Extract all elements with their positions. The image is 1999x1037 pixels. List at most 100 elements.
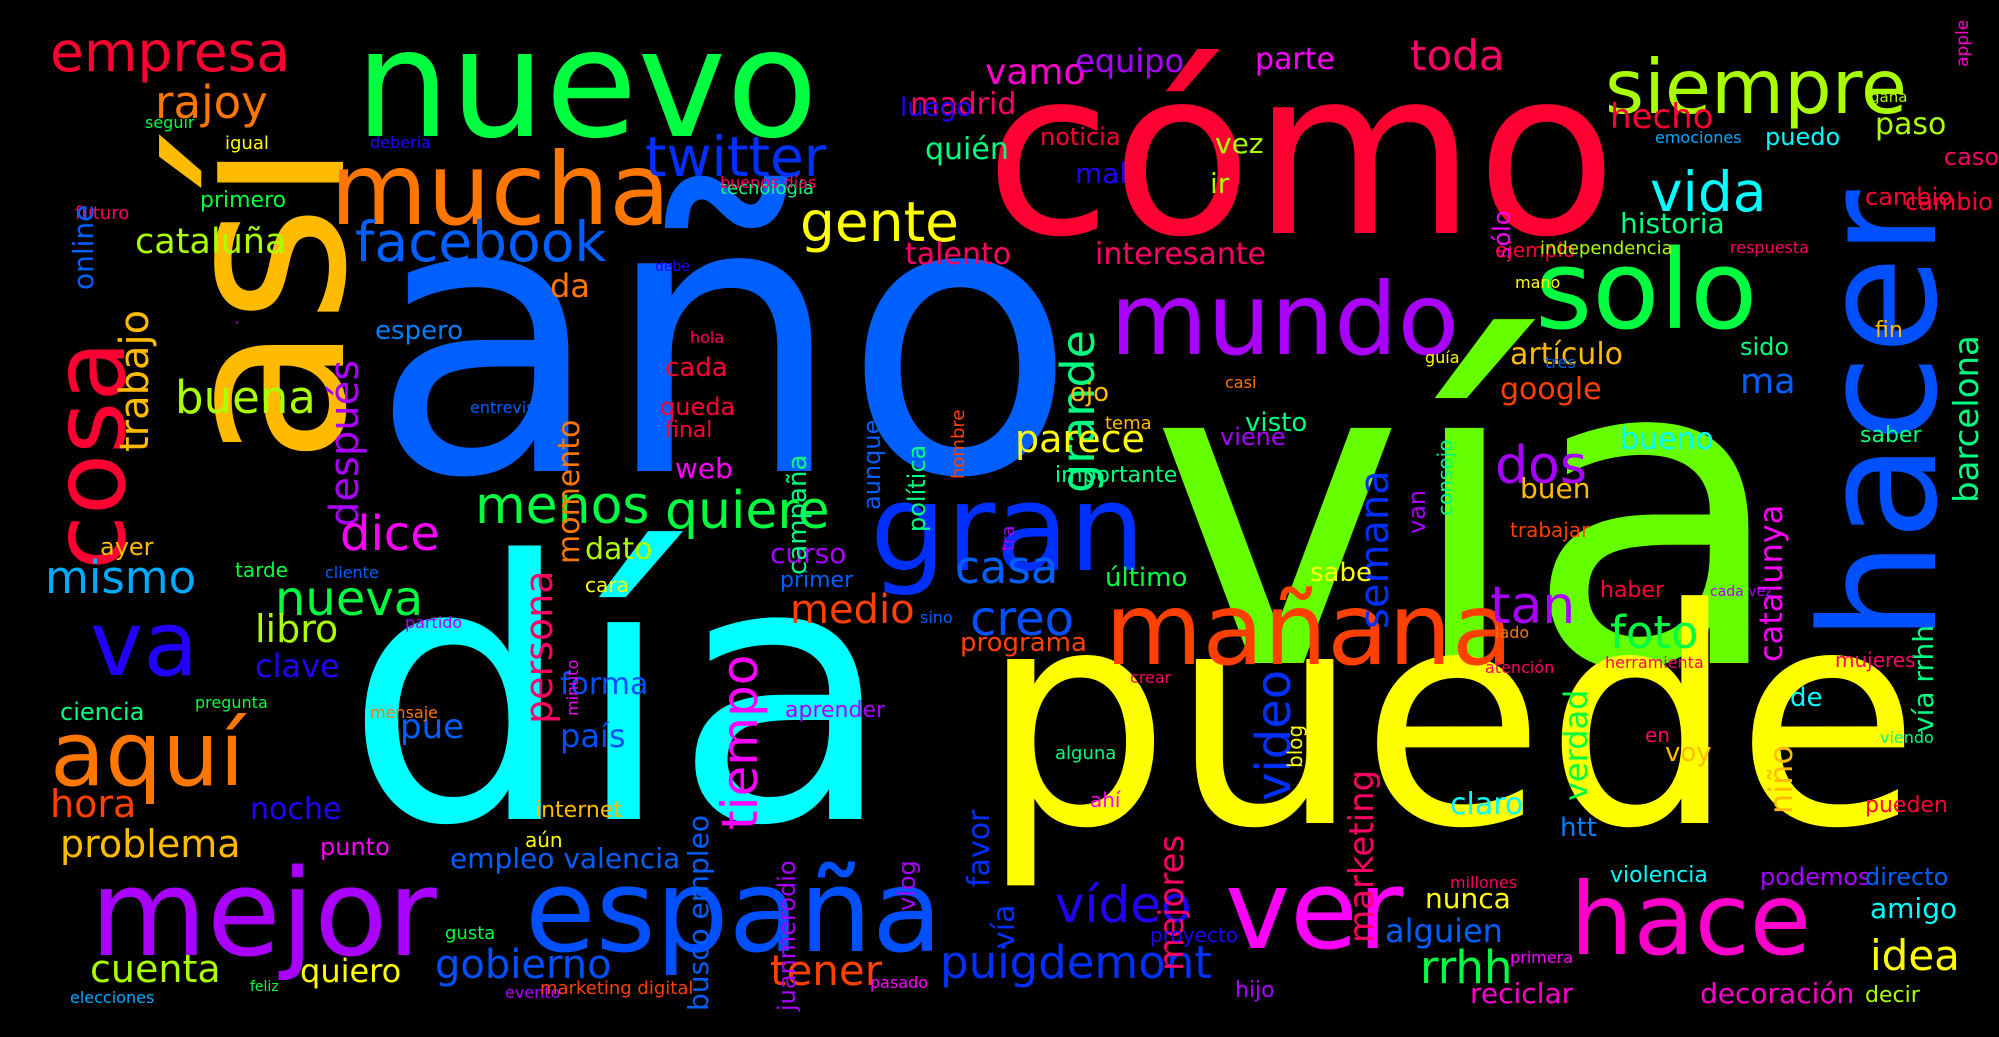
word-cloud-word: hombre [948,409,969,479]
word-cloud-word: independencia [1540,238,1673,259]
word-cloud-word: tener [770,946,883,995]
word-cloud-word: cataluña [135,222,287,262]
word-cloud-word: partido [405,613,463,632]
word-cloud-word: de [1790,683,1823,713]
word-cloud-word: sino [920,608,953,627]
word-cloud-word: gusta [445,923,496,944]
word-cloud-word: mensaje [370,703,438,722]
word-cloud-word: quiere [665,481,830,541]
word-cloud-word: amigo [1870,892,1958,925]
word-cloud-word: saber [1860,423,1922,448]
word-cloud-word: hola [690,328,725,347]
word-cloud-word: puede [980,545,1921,894]
word-cloud-word: vía [1150,265,1788,765]
word-cloud-word: pregunta [195,693,268,712]
word-cloud-word: da [550,267,590,305]
word-cloud-word: reciclar [1470,977,1574,1010]
word-cloud-word: luego [900,93,973,123]
word-cloud-word: twitter [645,125,827,189]
word-cloud-word: forma [560,667,649,702]
word-cloud-word: sido [1740,333,1790,361]
word-cloud-word: tema [1105,413,1152,434]
word-cloud-word: semana [1352,470,1398,629]
word-cloud-word: creo [970,591,1074,647]
word-cloud-word: pue [400,707,465,747]
word-cloud-word: aún [525,828,563,852]
word-cloud-word: consejo [1433,439,1457,516]
word-cloud-word: htt [1560,813,1597,843]
word-cloud-word: sabe [1310,558,1372,588]
word-cloud-word: millones [1450,873,1518,892]
word-cloud-word: gente [800,190,960,254]
word-cloud-word: herramienta [1605,653,1704,672]
word-cloud-word: empleo valencia [450,842,681,875]
word-cloud-word: final [665,418,713,443]
word-cloud-word: debería [370,133,431,152]
word-cloud-word: bueno [1620,422,1714,457]
word-cloud-word: hora [50,782,137,826]
word-cloud-word: año [370,118,1077,561]
word-cloud-word: vamo [985,52,1086,93]
word-cloud-word: nueva [275,571,424,627]
word-cloud-word: ver [1225,846,1403,974]
word-cloud-word: google [1500,372,1602,407]
word-cloud-word: aprender [785,698,886,723]
word-cloud-word: quiero [300,952,402,990]
word-cloud-word: internet [535,798,622,823]
word-cloud-word: blog [1283,724,1307,768]
word-cloud-word: dice [340,506,440,562]
word-cloud-word: persona [517,570,561,724]
word-cloud-word: barcelona [1947,335,1987,503]
word-cloud-word: ahí [1090,788,1121,812]
word-cloud-word: aunque [858,419,886,510]
word-cloud-word: gran [870,460,1146,599]
word-cloud-word: vlog [893,860,921,911]
word-cloud-word: empresa [50,20,290,84]
word-cloud-word: españa [525,845,943,979]
word-cloud-word: online [67,204,100,290]
word-cloud-word: cada [665,353,728,383]
word-cloud-word: quién [925,132,1009,167]
word-cloud-word: crear [1130,668,1172,687]
word-cloud-word: podemos [1760,863,1871,891]
word-cloud-word: ejemplo [1495,238,1576,262]
word-cloud-word: ir [1210,167,1230,200]
word-cloud-word: alguna [1055,743,1117,764]
word-cloud-word: mundo [1110,261,1459,378]
word-cloud-word: campaña [783,454,813,575]
word-cloud-word: después [322,359,368,527]
word-cloud-word: rrhh [1420,941,1513,994]
word-cloud-word: primera [1510,948,1573,967]
word-cloud-word: curso [770,537,847,570]
word-cloud-word: casi [1225,373,1257,392]
word-cloud-word: dato [585,532,653,567]
word-cloud-word: viendo [1880,728,1934,747]
word-cloud-word: casa [955,541,1059,594]
word-cloud-word: va [90,592,199,697]
word-cloud-word: pasado [870,973,929,992]
word-cloud-word: hecho [1610,97,1714,137]
word-cloud-word: directo [1865,863,1949,891]
word-cloud-word: problema [60,822,241,866]
word-cloud-word: último [1105,563,1188,593]
word-cloud-word: marketing [1342,769,1382,943]
word-cloud-word: medio [790,587,915,633]
word-cloud-word: vía rrhh [1907,625,1940,733]
word-cloud-word: nunca [1425,882,1511,915]
word-cloud-word: punto [320,833,390,861]
word-cloud-word: en [1645,723,1670,747]
word-cloud-word: atención [1485,658,1555,677]
word-cloud-word: viene [1220,423,1286,451]
word-cloud-word: niño [1762,744,1800,814]
word-cloud-word: momento [552,419,587,564]
word-cloud-word: busco empleo [682,815,715,1011]
word-cloud-word: historia [1620,207,1725,240]
word-cloud-word: vídeo [1055,876,1192,934]
word-cloud-word: tecnología [720,178,814,199]
word-cloud-word: favor [962,809,997,887]
word-cloud-word: importante [1055,463,1178,488]
word-cloud-word: vez [1215,127,1264,160]
word-cloud-word: parte [1255,42,1335,77]
word-cloud-word: cuenta [90,947,221,991]
